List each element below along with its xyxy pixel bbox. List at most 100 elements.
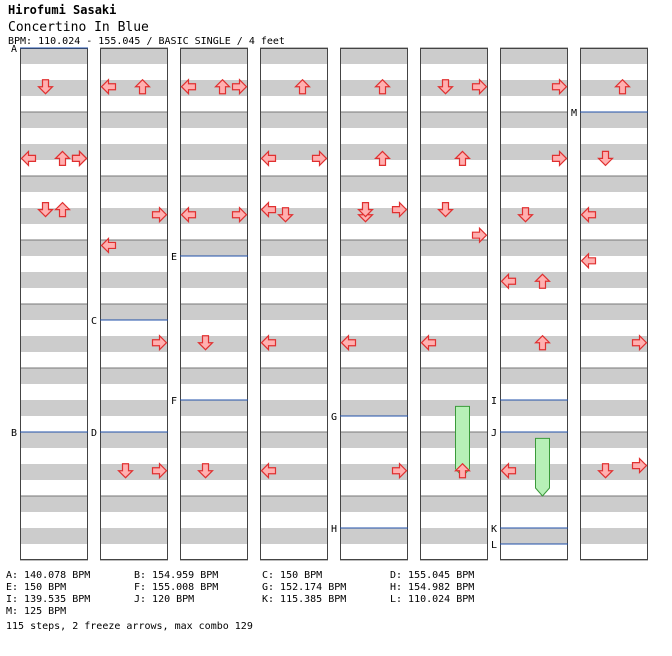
beat-stripe — [340, 48, 408, 64]
step-arrow — [294, 78, 311, 95]
beat-stripe — [260, 464, 328, 480]
step-arrow — [260, 149, 277, 167]
step-arrow — [54, 201, 71, 218]
step-chart: A B C D E F G H I J KL M — [11, 44, 648, 561]
beat-stripe — [260, 240, 328, 256]
beat-stripe — [340, 528, 408, 544]
legend-item: D: 155.045 BPM — [390, 570, 475, 581]
beat-stripe — [420, 464, 488, 480]
beat-stripe — [420, 304, 488, 320]
beat-stripe — [580, 336, 648, 352]
bpm-marker-label: M — [571, 108, 577, 119]
beat-stripe — [340, 176, 408, 192]
beat-stripe — [100, 48, 168, 64]
beat-stripe — [100, 528, 168, 544]
beat-stripe — [260, 368, 328, 384]
beat-stripe — [420, 272, 488, 288]
bpm-marker-label: H — [331, 524, 337, 535]
legend-item: C: 150 BPM — [262, 570, 323, 581]
beat-stripe — [420, 144, 488, 160]
step-arrow — [454, 462, 471, 479]
beat-stripe — [180, 432, 248, 448]
step-arrow — [71, 149, 88, 167]
beat-stripe — [20, 112, 88, 128]
beat-stripe — [580, 496, 648, 512]
song-title: Concertino In Blue — [8, 20, 149, 35]
beat-stripe — [20, 496, 88, 512]
bpm-marker-label: B — [11, 428, 17, 439]
step-arrow — [631, 334, 648, 352]
column-border — [100, 48, 168, 560]
beat-stripe — [500, 368, 568, 384]
column-border — [420, 48, 488, 560]
beat-stripe — [20, 528, 88, 544]
step-arrow — [631, 457, 648, 475]
beat-stripe — [260, 272, 328, 288]
beat-stripe — [180, 272, 248, 288]
beat-stripe — [500, 240, 568, 256]
column-border — [180, 48, 248, 560]
bpm-marker-label: J — [491, 428, 497, 439]
beat-stripe — [340, 144, 408, 160]
beat-stripe — [180, 336, 248, 352]
beat-stripe — [420, 368, 488, 384]
beat-stripe — [260, 400, 328, 416]
beat-stripe — [420, 48, 488, 64]
beat-stripe — [180, 496, 248, 512]
beat-stripe — [340, 208, 408, 224]
legend-item: E: 150 BPM — [6, 582, 67, 593]
step-arrow — [471, 226, 488, 244]
step-arrow — [180, 206, 197, 224]
step-arrow — [197, 335, 214, 351]
beat-stripe — [180, 144, 248, 160]
beat-stripe — [260, 80, 328, 96]
step-arrow — [151, 462, 168, 480]
legend-item: F: 155.008 BPM — [134, 582, 219, 593]
beat-stripe — [180, 240, 248, 256]
beat-stripe — [260, 112, 328, 128]
step-arrow — [231, 78, 248, 96]
beat-stripe — [420, 336, 488, 352]
beat-stripe — [580, 368, 648, 384]
legend-item: I: 139.535 BPM — [6, 594, 91, 605]
beat-stripe — [100, 240, 168, 256]
beat-stripe — [260, 304, 328, 320]
beat-stripe — [20, 176, 88, 192]
beat-stripe — [580, 464, 648, 480]
legend-item: H: 154.982 BPM — [390, 582, 475, 593]
beat-stripe — [260, 48, 328, 64]
beat-stripe — [500, 400, 568, 416]
beat-stripe — [500, 272, 568, 288]
beat-stripe — [420, 432, 488, 448]
legend-item: B: 154.959 BPM — [134, 570, 219, 581]
step-arrow — [437, 79, 454, 95]
step-arrow — [391, 462, 408, 480]
beat-stripe — [500, 80, 568, 96]
beat-stripe — [340, 496, 408, 512]
beat-stripe — [420, 176, 488, 192]
step-arrow — [37, 79, 54, 95]
beat-stripe — [180, 400, 248, 416]
beat-stripe — [180, 112, 248, 128]
beat-stripe — [260, 496, 328, 512]
beat-stripe — [340, 240, 408, 256]
beat-stripe — [20, 144, 88, 160]
step-arrow — [597, 463, 614, 479]
beat-stripe — [180, 48, 248, 64]
step-arrow — [260, 201, 277, 219]
freeze-arrow — [535, 437, 550, 497]
step-arrow — [471, 78, 488, 96]
beat-stripe — [420, 240, 488, 256]
beat-stripe — [100, 80, 168, 96]
beat-stripe — [100, 176, 168, 192]
beat-stripe — [260, 432, 328, 448]
beat-stripe — [500, 496, 568, 512]
beat-stripe — [260, 144, 328, 160]
step-arrow — [151, 334, 168, 352]
beat-stripe — [500, 336, 568, 352]
step-arrow — [391, 201, 408, 219]
column-border — [580, 48, 648, 560]
beat-stripe — [20, 432, 88, 448]
beat-stripe — [580, 432, 648, 448]
beat-stripe — [580, 176, 648, 192]
